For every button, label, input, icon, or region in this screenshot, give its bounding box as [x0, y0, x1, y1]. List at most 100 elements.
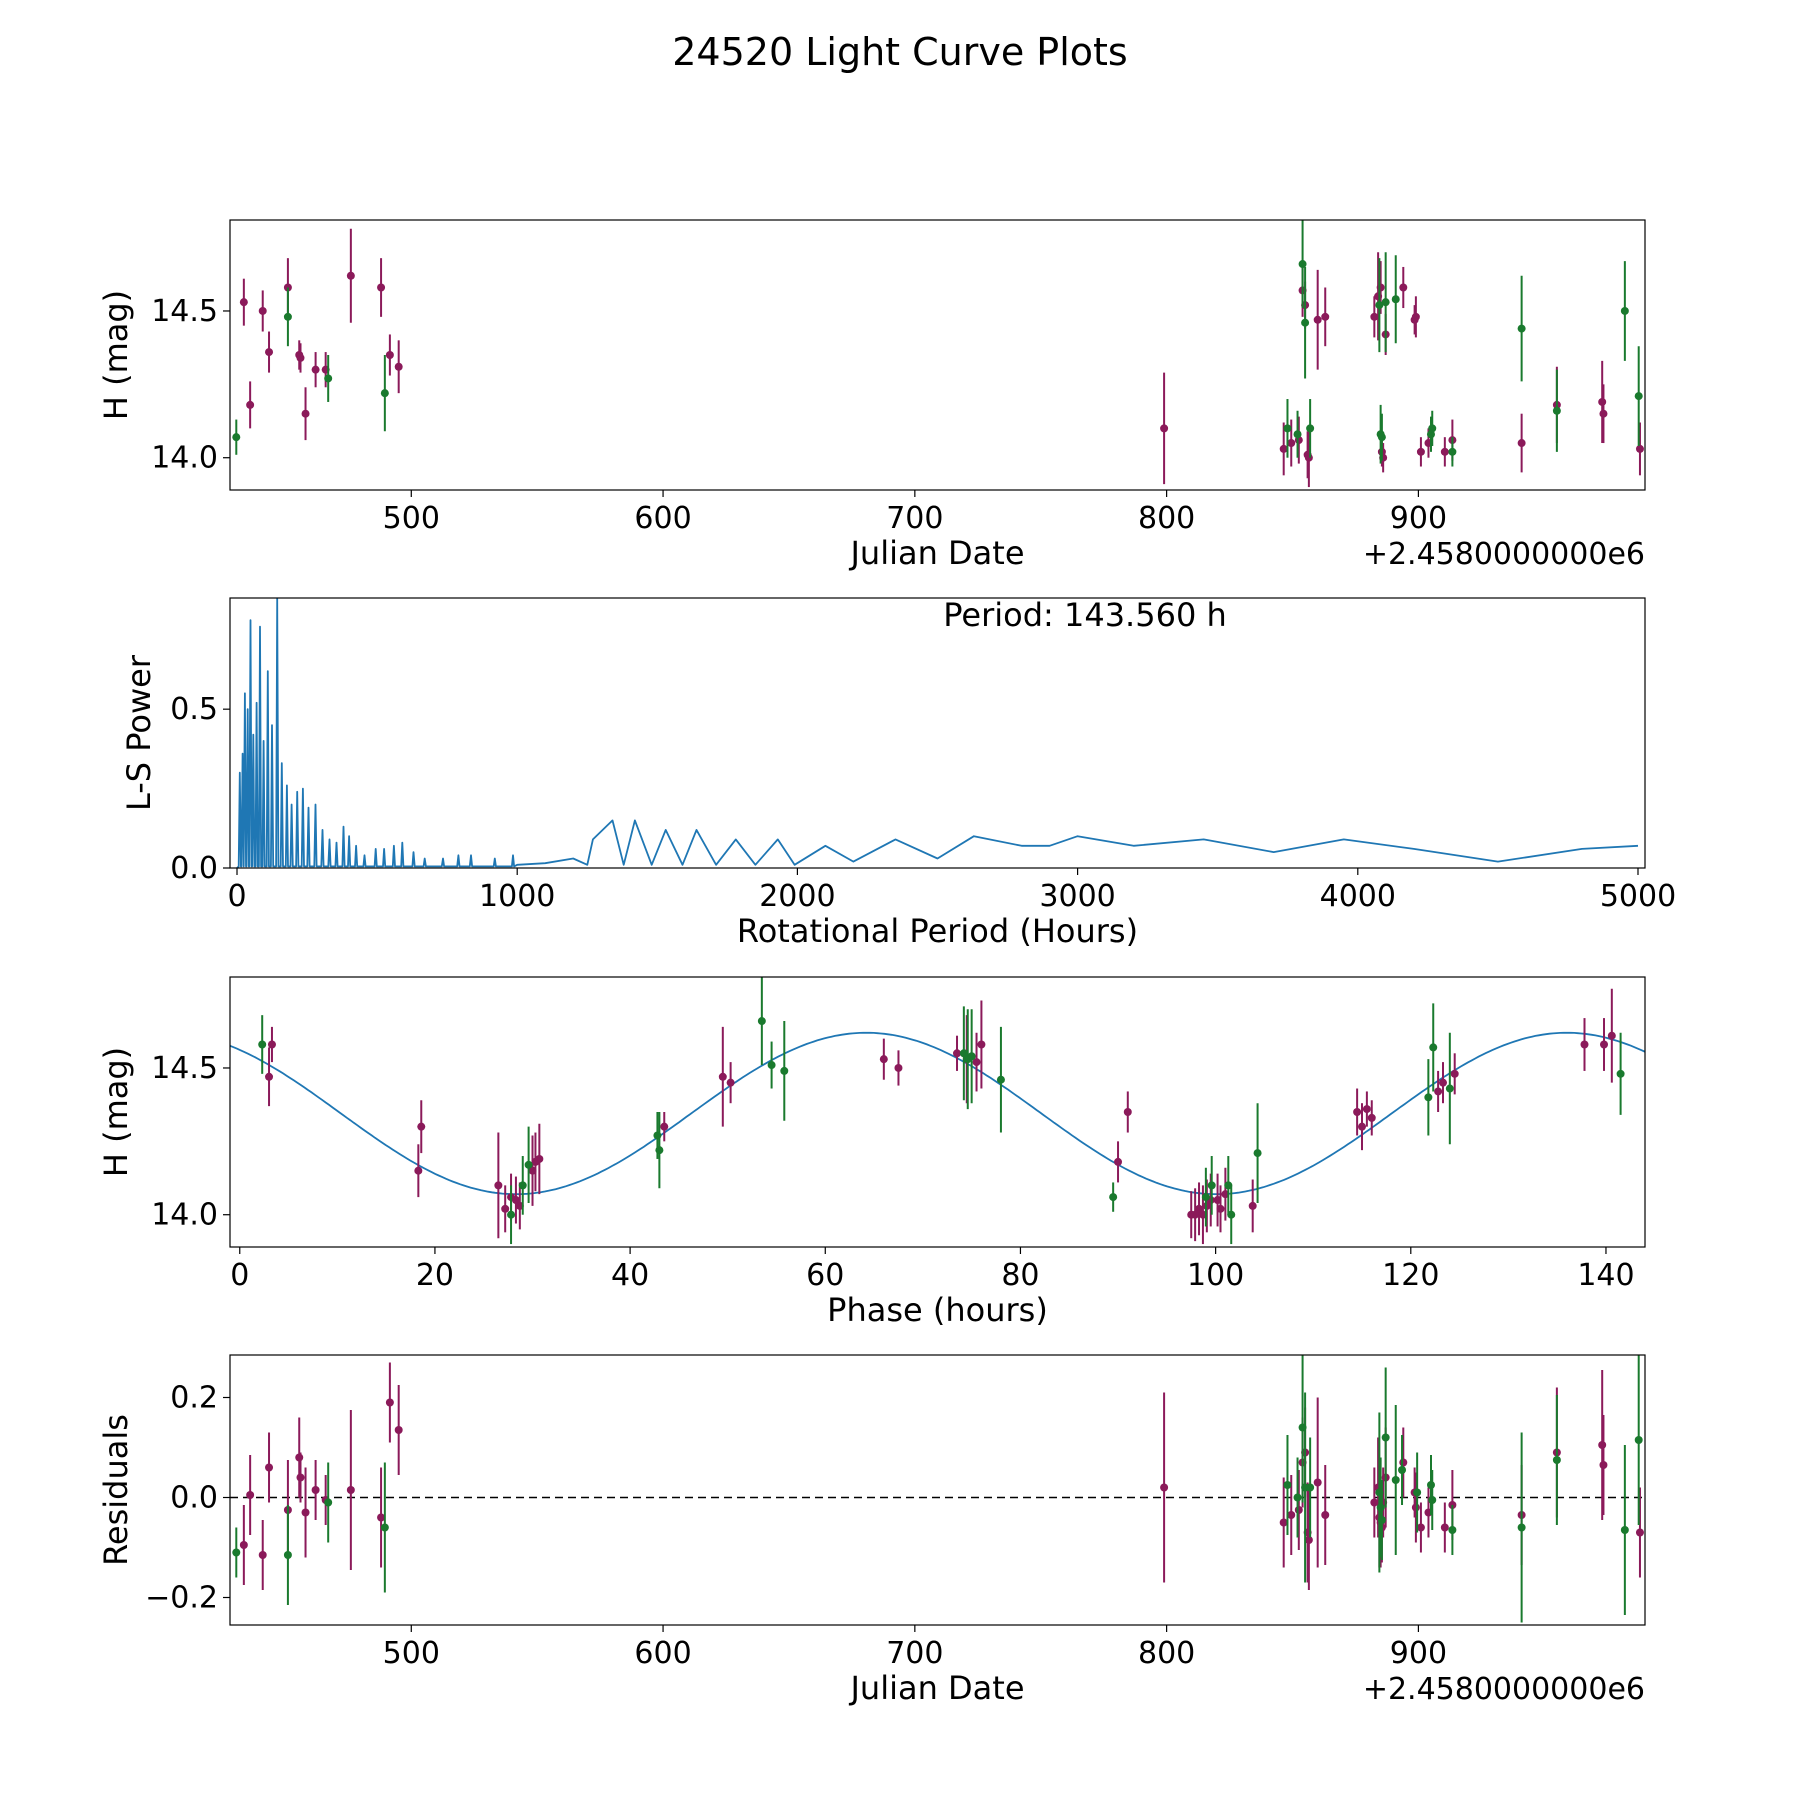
green-data-point: [1552, 1456, 1561, 1464]
green-data-point: [380, 389, 389, 398]
green-data-point: [1227, 1210, 1236, 1219]
green-data-point: [1375, 301, 1384, 310]
green-data-point: [507, 1210, 516, 1219]
green-data-point: [655, 1146, 664, 1155]
green-data-point: [1253, 1149, 1262, 1158]
green-data-point: [1381, 298, 1390, 307]
green-data-point: [232, 433, 241, 442]
green-data-point: [1398, 1466, 1407, 1474]
purple-data-point: [346, 1486, 355, 1494]
purple-data-point: [1607, 1031, 1616, 1040]
green-data-point: [1616, 1069, 1625, 1078]
green-data-point: [1293, 430, 1302, 439]
purple-data-point: [296, 353, 305, 362]
period-annotation: Period: 143.560 h: [943, 596, 1227, 634]
purple-data-point: [258, 306, 267, 315]
purple-data-point: [1279, 1518, 1288, 1527]
axes-frame: [229, 976, 1646, 1248]
purple-data-point: [1304, 1536, 1313, 1544]
green-data-point: [1377, 433, 1386, 442]
green-data-point: [767, 1061, 776, 1070]
x-tick-label: 1000: [479, 879, 555, 914]
purple-data-point: [1321, 1511, 1330, 1519]
green-data-point: [1381, 1433, 1390, 1442]
green-data-point: [324, 1498, 333, 1507]
purple-data-point: [972, 1058, 981, 1067]
green-data-point: [1283, 1481, 1292, 1489]
green-data-point: [324, 374, 333, 383]
green-data-point: [524, 1160, 533, 1169]
purple-data-point: [377, 283, 386, 292]
purple-data-point: [311, 1486, 320, 1494]
purple-data-point: [265, 348, 274, 357]
green-data-point: [1426, 1481, 1435, 1489]
green-series: [232, 220, 1643, 467]
purple-data-point: [1416, 447, 1425, 456]
purple-data-point: [1440, 447, 1449, 456]
green-data-point: [1620, 306, 1629, 315]
x-tick-label: 600: [634, 501, 691, 536]
raw-light-curve-panel: 500 600 700 800 900 14.0 14.5 Julian Date H (mag…: [97, 219, 1646, 572]
purple-data-point: [246, 400, 255, 409]
y-tick-label: 14.0: [151, 441, 218, 476]
y-tick-label: 0.0: [170, 851, 218, 886]
periodogram-panel: 0 1000 2000 3000 4000 5000 0.0 0.5 Rotational Pe…: [120, 596, 1676, 950]
purple-data-point: [1635, 444, 1644, 453]
model-fit-curve: [230, 1031, 1645, 1196]
green-data-point: [1428, 424, 1437, 433]
green-data-point: [1448, 447, 1457, 456]
purple-data-point: [1248, 1201, 1257, 1210]
purple-data-point: [879, 1055, 888, 1064]
purple-data-point: [265, 1072, 274, 1081]
purple-data-point: [1598, 397, 1607, 406]
purple-data-point: [239, 1541, 248, 1549]
purple-data-point: [1440, 1523, 1449, 1532]
x-tick-label: 900: [1390, 501, 1447, 536]
purple-data-point: [1411, 1503, 1420, 1512]
x-tick-label: 3000: [1039, 879, 1115, 914]
purple-data-point: [295, 1453, 304, 1462]
purple-data-point: [726, 1078, 735, 1087]
y-tick-label: −0.2: [145, 1581, 218, 1616]
green-data-point: [1306, 424, 1315, 433]
green-data-point: [258, 1040, 267, 1049]
green-data-point: [1301, 318, 1310, 327]
x-axis-label: Julian Date: [848, 534, 1024, 572]
x-tick-label: 140: [1577, 1258, 1634, 1293]
y-tick-label: 0.0: [170, 1481, 218, 1516]
purple-data-point: [894, 1063, 903, 1072]
axes-frame: [229, 597, 1646, 869]
green-data-point: [757, 1017, 766, 1026]
purple-data-point: [1362, 1105, 1371, 1114]
green-data-point: [1424, 1093, 1433, 1102]
green-data-point: [1517, 324, 1526, 333]
purple-data-point: [1600, 1040, 1609, 1049]
purple-data-point: [1313, 1478, 1322, 1487]
purple-data-point: [394, 1426, 403, 1434]
purple-data-point: [494, 1181, 503, 1190]
purple-data-point: [1434, 1087, 1443, 1096]
green-data-point: [780, 1066, 789, 1075]
x-tick-label: 120: [1382, 1258, 1439, 1293]
purple-data-point: [265, 1463, 274, 1472]
purple-data-point: [953, 1049, 962, 1058]
green-data-point: [959, 1049, 968, 1058]
purple-data-point: [246, 1491, 255, 1499]
green-data-point: [1391, 295, 1400, 304]
green-series: [258, 977, 1625, 1245]
purple-data-point: [1635, 1528, 1644, 1537]
purple-data-point: [1304, 453, 1313, 462]
green-data-point: [1429, 1043, 1438, 1052]
purple-data-point: [660, 1122, 669, 1131]
purple-data-point: [1370, 1498, 1379, 1507]
green-series: [232, 1355, 1643, 1623]
purple-data-point: [1438, 1078, 1447, 1087]
purple-data-point: [1450, 1069, 1459, 1078]
x-axis-label: Rotational Period (Hours): [737, 912, 1138, 950]
green-data-point: [1413, 1488, 1422, 1497]
purple-data-point: [501, 1204, 510, 1213]
purple-data-point: [301, 1508, 310, 1517]
x-tick-label: 500: [383, 1636, 440, 1671]
x-tick-label: 4000: [1320, 879, 1396, 914]
